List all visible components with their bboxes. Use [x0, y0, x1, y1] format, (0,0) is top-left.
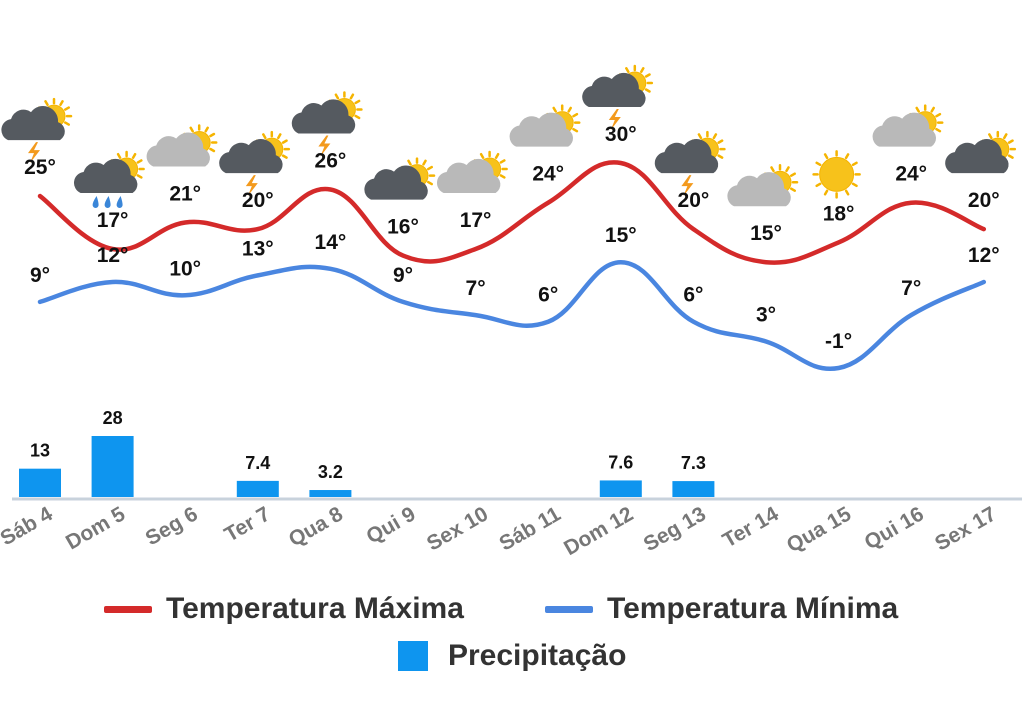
legend-precip-label: Precipitação [448, 639, 627, 672]
legend-max-swatch [104, 605, 152, 613]
data-labels: 25° 17° 21° 20° 26° 16° 17° 24° 30° 20° 15° 18° 24° 2… [24, 123, 1000, 353]
x-tick-label: Ter 14 [719, 502, 783, 552]
cloud-sun-icon [727, 163, 799, 207]
x-tick-label: Sáb 11 [496, 502, 565, 555]
legend-max-label: Temperatura Máxima [166, 592, 464, 625]
cloud-sun-icon [146, 124, 218, 167]
min-temp-label: 15° [605, 224, 637, 247]
x-tick-label: Qui 16 [861, 502, 928, 554]
precip-bar [599, 480, 642, 497]
x-tick-label: Sex 10 [423, 502, 492, 555]
cloud-sun-icon [872, 104, 944, 147]
cloud-sun-icon [364, 157, 436, 200]
precip-bar [236, 480, 279, 497]
x-tick-label: Sáb 4 [0, 502, 57, 550]
x-tick-label: Qua 15 [783, 502, 855, 557]
x-tick-label: Dom 5 [62, 502, 129, 554]
storm-cloud-sun-icon [582, 64, 654, 130]
min-temp-label: 12° [968, 244, 1000, 267]
min-temp-label: 14° [315, 231, 347, 254]
min-temp-line [37, 259, 987, 372]
min-temp-label: -1° [825, 330, 852, 353]
precip-value-label: 3.2 [318, 462, 343, 482]
max-temp-label: 24° [532, 163, 564, 186]
legend-min-swatch [545, 605, 593, 613]
max-temp-label: 30° [605, 123, 637, 146]
x-tick-label: Qui 9 [363, 502, 420, 548]
rain-cloud-sun-icon [73, 150, 145, 208]
precip-value-label: 7.4 [245, 453, 270, 473]
max-temp-label: 17° [97, 209, 129, 232]
min-temp-label: 10° [169, 257, 201, 280]
legend-precip: Precipitação [398, 639, 626, 673]
x-axis-ticks: Sáb 4 Dom 5 Seg 6 Ter 7 Qua 8 Qui 9 Sex 10 Sáb … [0, 502, 1000, 560]
storm-cloud-sun-icon [219, 130, 291, 197]
temperature-lines [37, 160, 987, 372]
precip-bar [309, 490, 352, 497]
x-tick-label: Seg 6 [142, 502, 202, 550]
cloud-sun-icon [436, 150, 508, 193]
x-tick-label: Seg 13 [640, 502, 710, 556]
max-temp-label: 17° [460, 209, 492, 232]
storm-cloud-sun-icon [654, 130, 726, 197]
cloud-sun-icon [945, 130, 1017, 174]
max-temp-label: 26° [315, 149, 347, 172]
min-temp-label: 7° [901, 277, 921, 300]
max-temp-label: 25° [24, 156, 56, 179]
storm-cloud-sun-icon [1, 97, 73, 164]
max-temp-label: 20° [968, 189, 1000, 212]
max-temp-label: 21° [169, 183, 201, 206]
max-temp-label: 20° [678, 189, 710, 212]
min-temp-label: 6° [538, 284, 558, 307]
precip-bar [91, 436, 134, 497]
cloud-sun-icon [509, 104, 581, 147]
x-tick-label: Ter 7 [221, 502, 275, 546]
precip-value-label: 13 [30, 441, 50, 461]
min-temp-label: 6° [683, 284, 703, 307]
legend-precip-swatch [398, 641, 428, 671]
storm-cloud-sun-icon [291, 91, 363, 157]
legend-min-label: Temperatura Mínima [607, 592, 899, 625]
min-temp-label: 9° [393, 264, 413, 287]
max-temp-label: 20° [242, 189, 274, 212]
max-temp-label: 18° [823, 202, 855, 225]
precip-bar [672, 481, 715, 497]
x-tick-label: Dom 12 [560, 502, 637, 560]
min-temp-label: 12° [97, 244, 129, 267]
max-temp-line [37, 160, 987, 265]
precip-value-label: 28 [103, 408, 123, 428]
max-temp-label: 16° [387, 216, 419, 239]
x-tick-label: Sex 17 [931, 502, 1000, 555]
precip-value-label: 7.3 [681, 453, 706, 473]
weather-icons [1, 64, 1017, 208]
max-temp-label: 24° [895, 163, 927, 186]
precipitation-bars: 13 28 7.4 3.2 7.6 7.3 [19, 408, 715, 497]
min-temp-label: 3° [756, 304, 776, 327]
sun-icon [812, 150, 861, 199]
legend-max: Temperatura Máxima [104, 592, 464, 626]
max-temp-label: 15° [750, 222, 782, 245]
legend-min: Temperatura Mínima [545, 592, 898, 626]
x-tick-label: Qua 8 [285, 502, 347, 551]
min-temp-label: 9° [30, 264, 50, 287]
min-temp-label: 13° [242, 237, 274, 260]
precip-value-label: 7.6 [608, 452, 633, 472]
precip-bar [19, 468, 61, 497]
min-temp-label: 7° [466, 277, 486, 300]
